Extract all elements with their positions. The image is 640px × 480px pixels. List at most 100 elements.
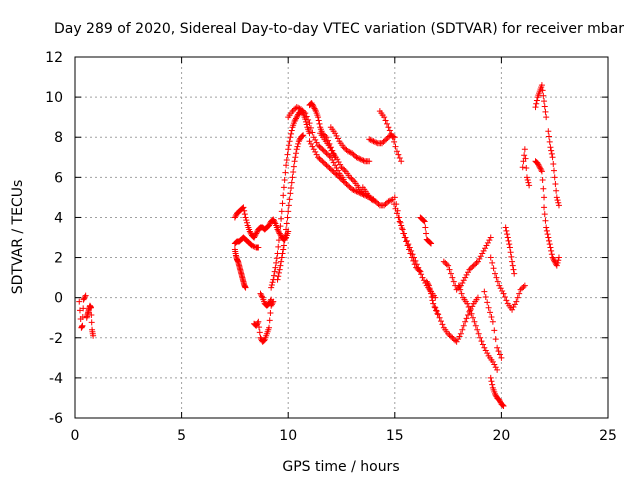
y-tick-label: 6 [54,170,63,186]
data-point [349,186,356,193]
data-point [340,144,347,151]
data-point [505,237,512,244]
data-point [478,338,485,345]
data-point [297,106,304,113]
data-point [492,270,499,277]
data-point [268,281,275,288]
data-point [298,133,305,140]
data-point [295,104,302,111]
data-point [80,296,87,303]
data-point [274,226,281,233]
data-point [391,194,398,201]
data-point [79,322,86,329]
data-point [446,332,453,339]
data-point [491,327,498,334]
data-point [275,227,282,234]
data-point [449,334,456,341]
data-point [486,237,493,244]
data-point [275,229,282,236]
data-point [350,151,357,158]
data-point [430,300,437,307]
data-point [286,196,293,203]
data-point [82,292,89,299]
data-point [315,114,322,121]
data-point [459,326,466,333]
data-point [323,150,330,157]
data-point [382,201,389,208]
data-point [275,243,282,250]
data-point [253,229,260,236]
data-point [547,144,554,151]
data-point [299,132,306,139]
data-point [356,155,363,162]
data-point [464,269,471,276]
data-point [484,299,491,306]
y-tick-label: -2 [49,331,63,347]
data-point [266,221,273,228]
data-point [551,258,558,265]
data-point [388,197,395,204]
data-point [551,174,558,181]
data-point [541,194,548,201]
data-point [90,332,97,339]
x-tick-label: 5 [177,428,186,444]
data-point [546,237,553,244]
data-point [452,337,459,344]
data-point [248,242,255,249]
data-point [546,138,553,145]
data-point [392,143,399,150]
data-point [500,402,507,409]
data-point [479,250,486,257]
data-point [342,179,349,186]
data-point [317,144,324,151]
data-point [239,205,246,212]
data-point [332,130,339,137]
data-point [440,258,447,265]
data-point [266,222,273,229]
data-point [287,190,294,197]
data-point [479,341,486,348]
data-point [346,148,353,155]
data-point [480,247,487,254]
data-point [366,136,373,143]
data-point [476,255,483,262]
data-point [273,255,280,262]
data-point [266,300,273,307]
data-point [520,283,527,290]
data-point [256,324,263,331]
data-point [316,143,323,150]
data-point [504,234,511,241]
data-point [292,116,299,123]
data-point [489,259,496,266]
data-point [285,208,292,215]
data-point [436,314,443,321]
y-tick-label: -6 [49,411,63,427]
data-point [281,177,288,184]
data-point [433,307,440,314]
data-point [403,237,410,244]
data-point [326,164,333,171]
data-point [242,284,249,291]
data-point [320,147,327,154]
data-point [554,197,561,204]
data-point [447,270,454,277]
data-point [294,143,301,150]
data-point [306,120,313,127]
data-point [252,231,259,238]
data-point [492,392,499,399]
data-point [316,120,323,127]
data-point [319,146,326,153]
data-point [513,298,520,305]
data-point [327,166,334,173]
data-point [313,139,320,146]
data-point [481,288,488,295]
data-point [428,293,435,300]
data-point [425,281,432,288]
data-point [379,140,386,147]
data-point [545,234,552,241]
data-point [539,177,546,184]
data-point [464,300,471,307]
data-point [308,100,315,107]
data-point [449,274,456,281]
data-point [398,158,405,165]
